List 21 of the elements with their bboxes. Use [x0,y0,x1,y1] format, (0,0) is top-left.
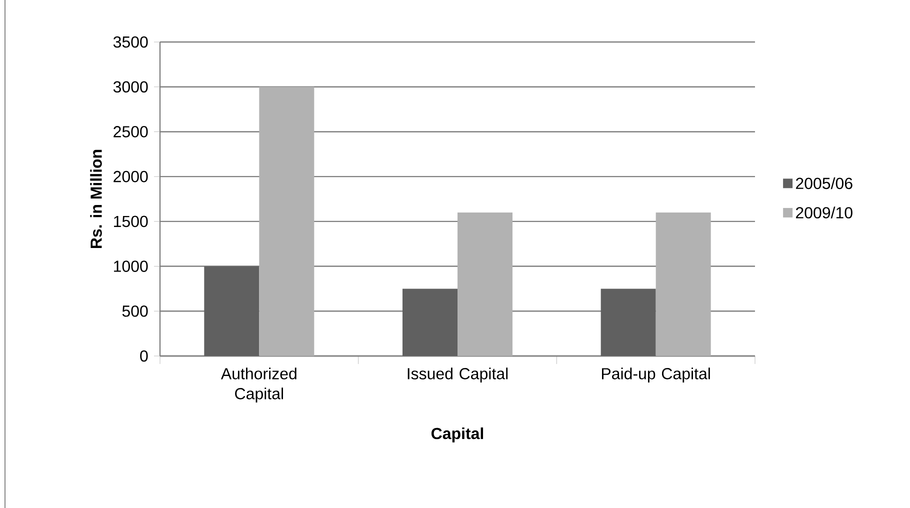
bar [204,266,260,356]
y-tick-label: 0 [140,350,148,362]
y-tick-label: 2000 [114,170,148,182]
y-tick-label: 500 [122,305,148,317]
y-tick-label: 1500 [114,216,148,228]
y-tick-label: 2500 [114,126,148,138]
x-tick-label: Paid-up Capital [602,368,710,383]
bar [259,86,314,356]
y-axis-title: Rs. in Million [90,150,102,248]
bar [600,288,656,356]
y-tick-label: 3500 [113,36,148,48]
legend-label: 2009/10 [796,206,852,218]
legend-label: 2005/06 [796,177,852,190]
bar [458,212,513,356]
y-tick-label: 1000 [114,260,148,272]
y-tick-label: 3000 [113,81,148,93]
x-tick-label: Issued Capital [408,368,508,383]
x-axis-title: Capital [431,427,484,442]
bar [402,288,458,356]
x-tick-label: Authorized Capital [220,368,296,403]
bar [656,212,711,356]
